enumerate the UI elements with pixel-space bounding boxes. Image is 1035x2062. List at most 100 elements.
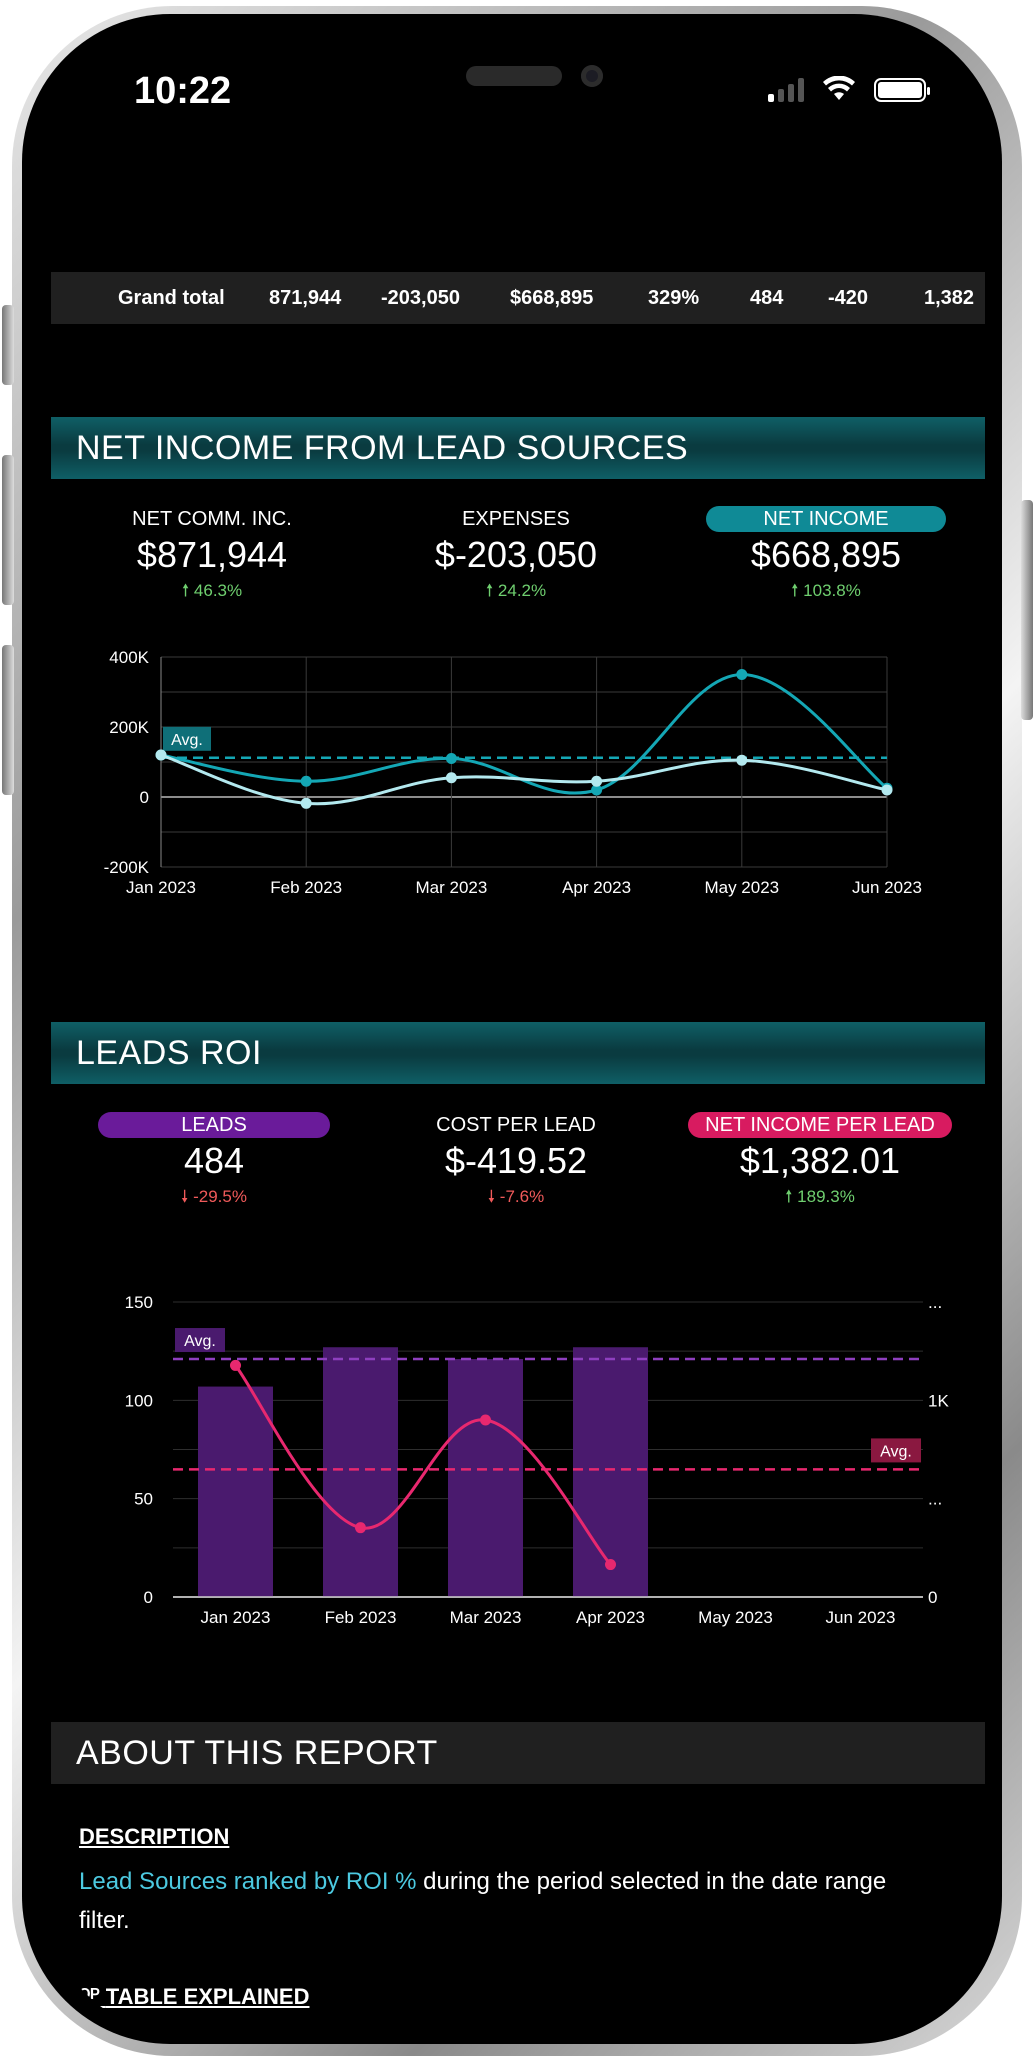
x-tick-label: Mar 2023 — [450, 1608, 522, 1627]
average-label-box — [175, 1328, 225, 1353]
data-point — [445, 772, 457, 784]
kpi-change: 🠗 -7.6% — [487, 1187, 545, 1206]
volume-down-button — [2, 645, 14, 795]
kpi-change: 🠕 189.3% — [785, 1187, 855, 1206]
kpi-value: $871,944 — [136, 534, 288, 575]
leads-roi-combo-chart[interactable]: 150 100 50 0... 1K... 0 Jan 2023 Feb 2023 Mar 20… — [48, 1267, 988, 1647]
grand-total-income-per-lead: 1,382 — [924, 287, 975, 309]
section-title: ABOUT THIS REPORT — [76, 1734, 438, 1772]
y-tick-label-left: 100 — [125, 1391, 153, 1410]
description-body: Lead Sources ranked by ROI % during the … — [79, 1862, 929, 1940]
data-point — [881, 784, 893, 796]
kpi-label: NET COMM. INC. — [132, 508, 292, 530]
grand-total-label: Grand total — [118, 287, 225, 309]
kpi-net-income-per-lead[interactable]: NET INCOME PER LEAD $1,382.01 🠕 189.3% — [688, 1112, 952, 1213]
data-point — [591, 784, 603, 796]
y-tick-label: 400K — [109, 648, 149, 667]
kpi-expenses[interactable]: EXPENSES $-203,050 🠕 24.2% — [396, 506, 636, 607]
y-tick-label: -200K — [104, 858, 150, 877]
bar — [448, 1359, 523, 1597]
average-label: Avg. — [171, 732, 203, 749]
x-tick-label: Mar 2023 — [415, 878, 487, 897]
data-point — [355, 1522, 366, 1534]
kpi-cost-per-lead[interactable]: COST PER LEAD $-419.52 🠗 -7.6% — [396, 1112, 636, 1213]
leads-roi-section-header: LEADS ROI — [51, 1022, 985, 1084]
x-tick-label: Jun 2023 — [826, 1608, 896, 1627]
description-heading: DESCRIPTION — [79, 1824, 230, 1849]
arrow-up-icon: 🠕 — [485, 581, 498, 600]
kpi-label-selected: LEADS — [98, 1112, 330, 1138]
data-point — [591, 775, 603, 787]
front-camera — [581, 65, 603, 87]
dynamic-island-speaker — [466, 66, 562, 86]
x-tick-label: Apr 2023 — [562, 878, 631, 897]
kpi-value: $668,895 — [750, 534, 902, 575]
kpi-label-selected: NET INCOME PER LEAD — [688, 1112, 952, 1138]
x-tick-label: Feb 2023 — [325, 1608, 397, 1627]
bar — [198, 1386, 273, 1597]
bar — [573, 1347, 648, 1597]
data-point — [300, 775, 312, 787]
kpi-value: 484 — [183, 1140, 245, 1181]
kpi-value: $1,382.01 — [739, 1140, 901, 1181]
average-label-box — [163, 726, 211, 751]
y-tick-label: 0 — [140, 788, 149, 807]
kpi-value: $-419.52 — [444, 1140, 588, 1181]
kpi-net-income[interactable]: NET INCOME $668,895 🠕 103.8% — [706, 506, 946, 607]
mute-switch — [2, 305, 14, 385]
y-tick-label-left: 150 — [125, 1293, 153, 1312]
kpi-label-selected: NET INCOME — [706, 506, 946, 532]
kpi-change: 🠕 24.2% — [485, 581, 547, 600]
grand-total-roi: 329% — [648, 287, 700, 309]
power-button — [1021, 500, 1033, 720]
average-label-box — [871, 1438, 921, 1463]
y-tick-label-left: 50 — [134, 1490, 153, 1509]
status-icons — [768, 76, 930, 102]
volume-up-button — [2, 455, 14, 605]
kpi-leads[interactable]: LEADS 484 🠗 -29.5% — [98, 1112, 330, 1213]
screen: 10:22 Grand total 871,944 -203,050 $668,… — [48, 32, 988, 2032]
kpi-change: 🠕 46.3% — [181, 581, 243, 600]
arrow-down-icon: 🠗 — [487, 1187, 500, 1206]
grand-total-leads: 484 — [750, 287, 784, 309]
average-label-income-per-lead: Avg. — [880, 1443, 912, 1460]
average-label-leads: Avg. — [184, 1333, 216, 1350]
x-tick-label: May 2023 — [698, 1608, 773, 1627]
data-point — [736, 669, 748, 680]
arrow-down-icon: 🠗 — [181, 1187, 194, 1206]
net-income-section-header: NET INCOME FROM LEAD SOURCES — [51, 417, 985, 479]
data-point — [605, 1559, 616, 1571]
wifi-icon — [823, 76, 855, 100]
description-highlight: Lead Sources ranked by ROI % — [79, 1868, 417, 1895]
y-tick-label: 200K — [109, 718, 149, 737]
arrow-up-icon: 🠕 — [181, 581, 194, 600]
y-tick-label-right: ... — [928, 1490, 942, 1509]
data-point — [300, 797, 312, 809]
grand-total-cost-per-lead: -420 — [828, 287, 869, 309]
kpi-net-comm-income[interactable]: NET COMM. INC. $871,944 🠕 46.3% — [92, 506, 332, 607]
series-line — [160, 672, 888, 795]
x-tick-label: Jun 2023 — [852, 878, 922, 897]
cellular-signal-icon — [768, 78, 804, 102]
status-time: 10:22 — [134, 70, 232, 112]
kpi-change: 🠕 103.8% — [791, 581, 861, 600]
x-tick-label: Apr 2023 — [576, 1608, 645, 1627]
x-tick-label: Jan 2023 — [126, 878, 196, 897]
kpi-label: EXPENSES — [462, 508, 570, 530]
arrow-up-icon: 🠕 — [791, 581, 804, 600]
series-line — [160, 753, 888, 806]
battery-icon — [874, 78, 930, 102]
grand-total-row: Grand total 871,944 -203,050 $668,895 32… — [51, 272, 985, 324]
data-point — [736, 754, 748, 766]
kpi-change: 🠗 -29.5% — [181, 1187, 247, 1206]
income-per-lead-line — [234, 1364, 612, 1566]
x-tick-label: Jan 2023 — [201, 1608, 271, 1627]
table-heading-prefix: ᴼᴾ — [79, 1984, 100, 2009]
kpi-value: $-203,050 — [434, 534, 598, 575]
description-text: during the period selected in the date r… — [79, 1868, 887, 1934]
x-tick-label: Feb 2023 — [270, 878, 342, 897]
data-point — [480, 1414, 491, 1426]
about-section-header: ABOUT THIS REPORT — [51, 1722, 985, 1784]
table-explained-heading: ᴼᴾ TABLE EXPLAINED — [79, 1984, 310, 2009]
